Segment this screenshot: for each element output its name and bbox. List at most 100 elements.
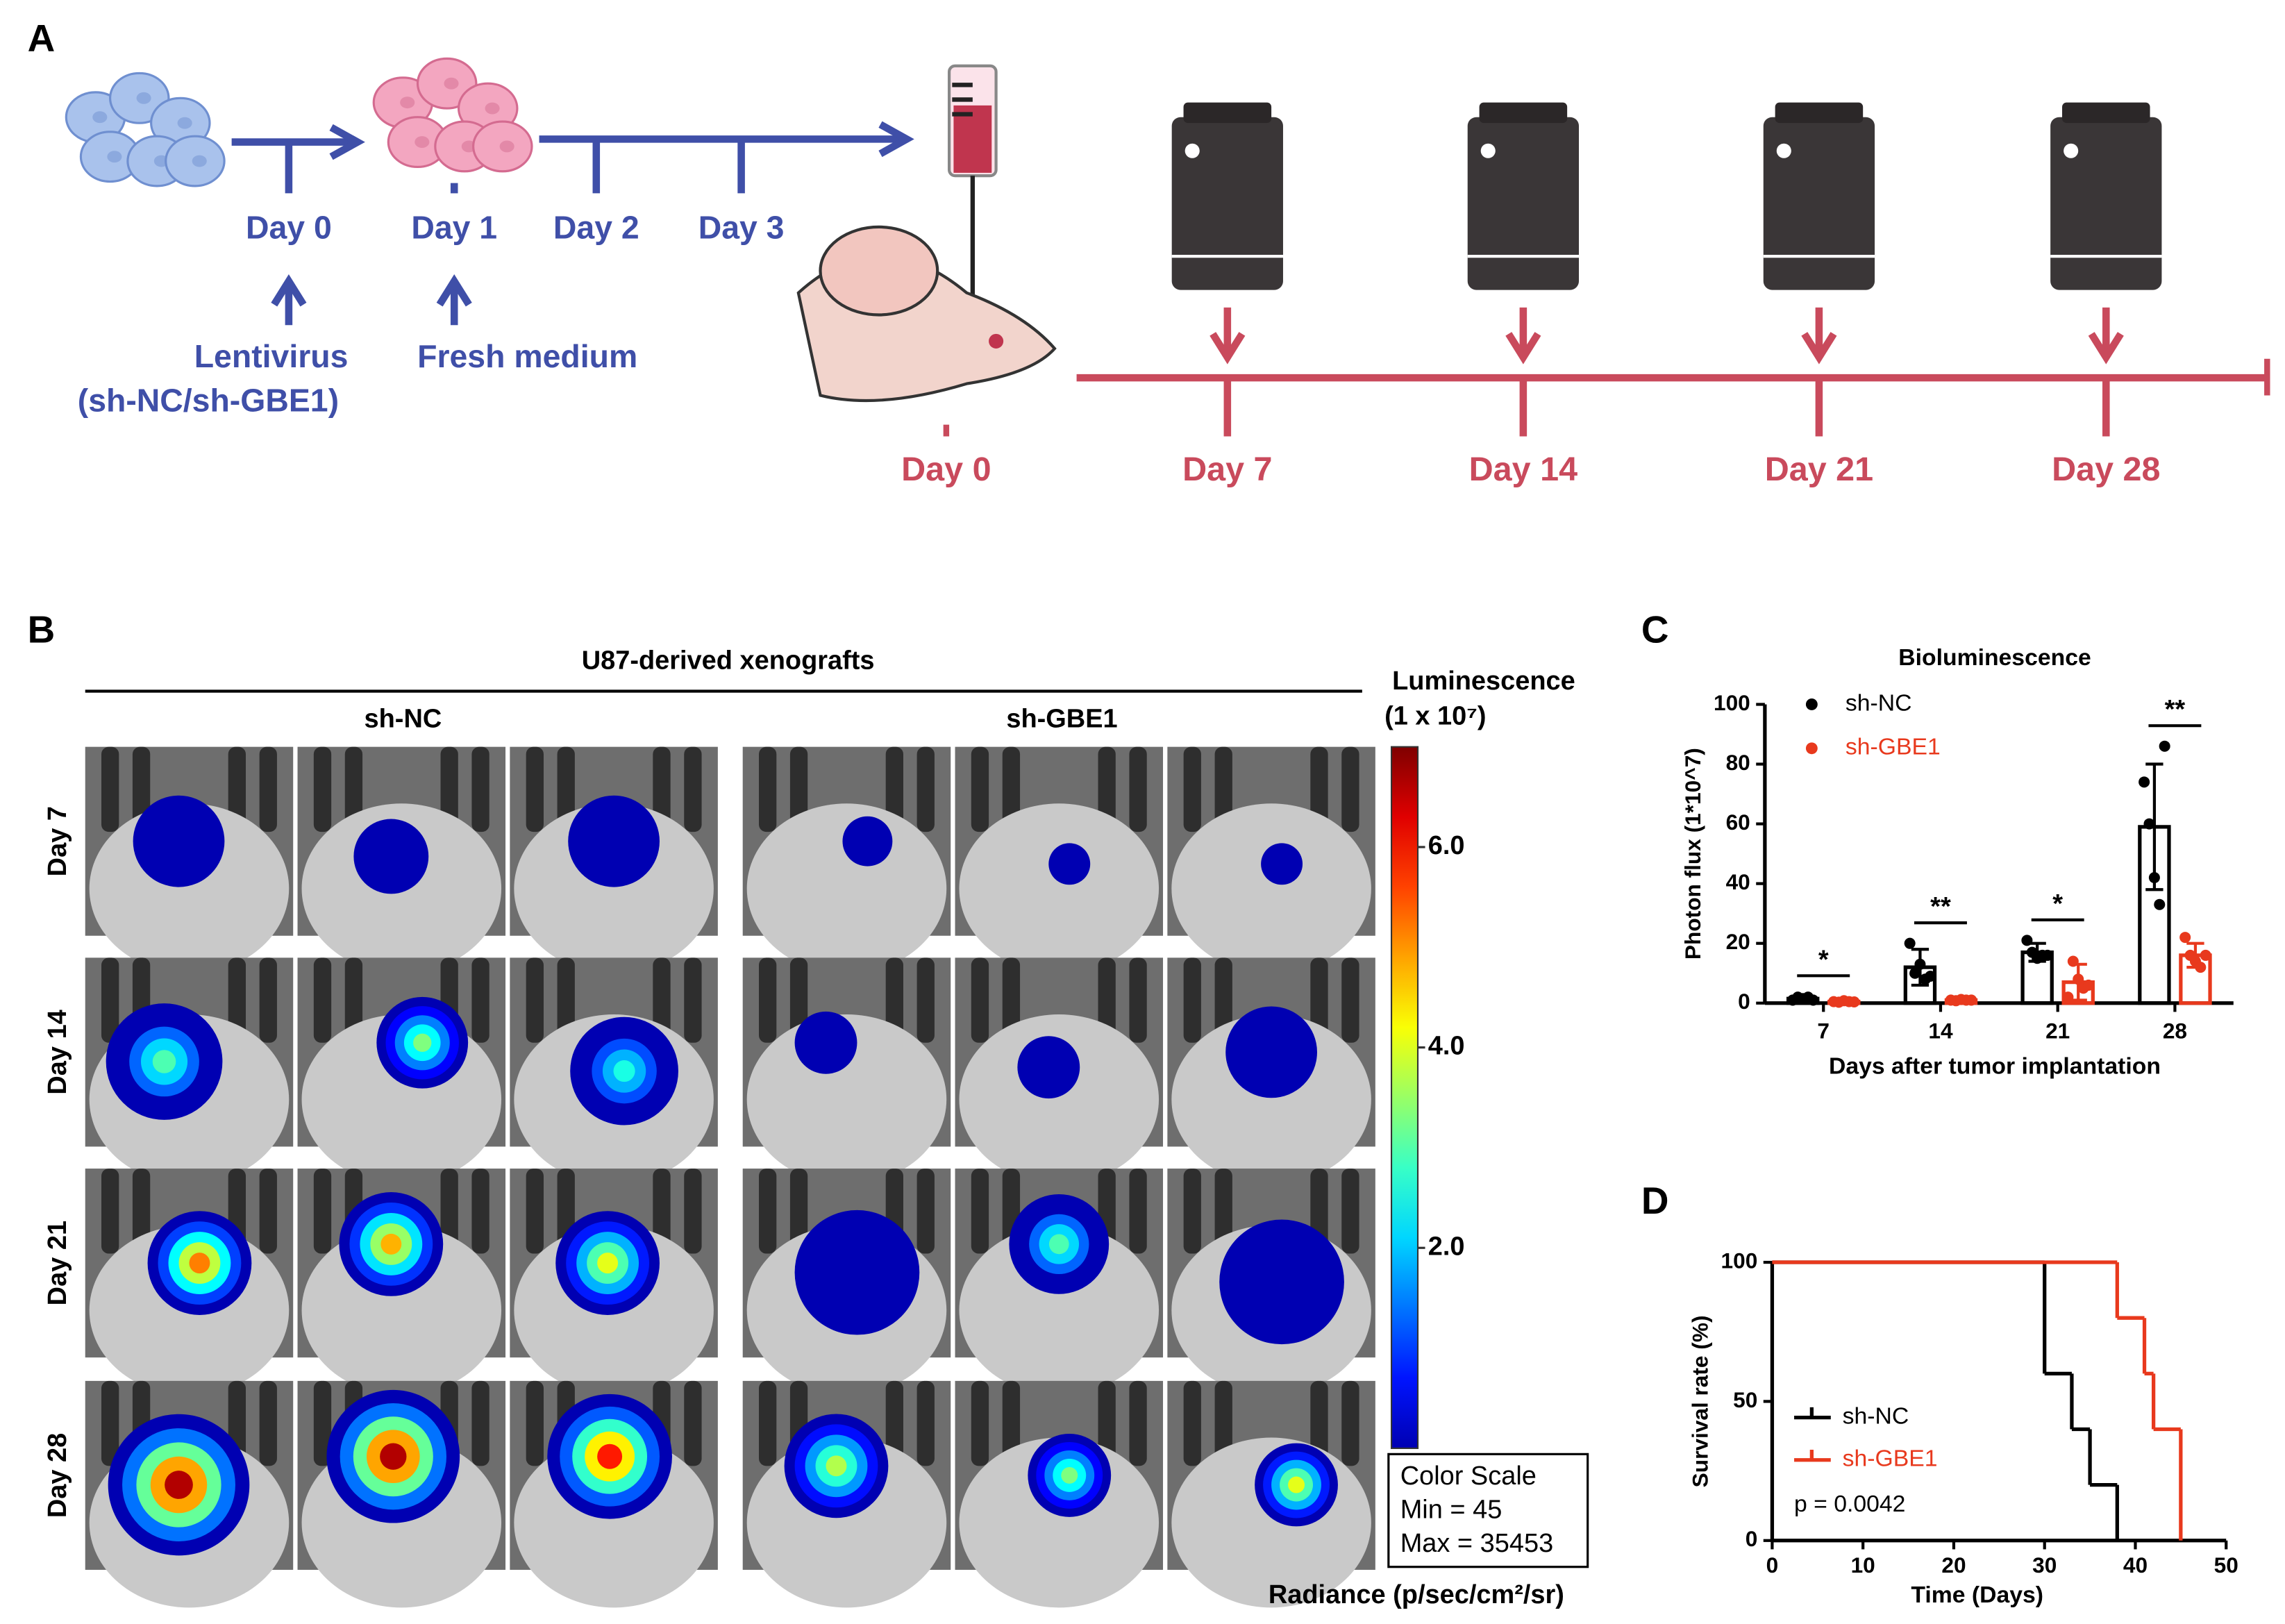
cage-bar [971,746,989,832]
data-point [2082,979,2094,991]
cage-bar [471,746,489,832]
x-axis-label: Time (Days) [1911,1582,2043,1608]
day-label: Day 21 [1765,451,1873,488]
imager [1171,117,1283,290]
cage-bar [885,957,903,1043]
signal [165,1471,193,1499]
cage-bar [228,746,246,832]
panel-label: D [1641,1179,1669,1222]
signal [1048,1234,1069,1255]
cage-bar [1183,957,1201,1043]
cage-bar [1129,746,1147,832]
cage-bar [259,1380,277,1466]
mouse-body [746,1014,947,1184]
cage-bar [684,1380,702,1466]
mouse-body [746,803,947,974]
y-tick-label: 60 [1726,810,1750,835]
cage-bar [1214,957,1232,1043]
signal [1261,843,1303,885]
data-point [2179,932,2191,944]
cage-bar [471,957,489,1043]
cage-bar [471,1169,489,1254]
cage-bar [1098,957,1116,1043]
arrow-head [878,121,914,158]
cage-bar [1129,957,1147,1043]
cage-bar [789,1169,808,1254]
cage-bar [684,746,702,832]
cage-bar [1098,746,1116,832]
data-point [1966,994,1977,1006]
imager-logo [1776,143,1791,158]
cage-bar [526,1169,544,1254]
y-tick-label: 20 [1726,929,1750,954]
color-scale-text: Max = 35453 [1400,1529,1554,1558]
signal [413,1033,432,1052]
cage-bar [1341,746,1359,832]
cage-bar [1341,957,1359,1043]
arrow-head [1505,332,1541,365]
cage-bar [971,957,989,1043]
cage-bar [758,1380,777,1466]
mouse-body [1171,803,1371,974]
data-point [1848,996,1860,1008]
panel-title: U87-derived xenografts [582,646,875,675]
arrow-head [1801,332,1837,365]
arrow-head [436,274,472,307]
nucleus [92,111,108,124]
cage-bar [313,1169,332,1254]
row-label: Day 28 [43,1433,72,1518]
signal [597,1443,623,1469]
cage-bar [526,957,544,1043]
data-point [2041,949,2053,961]
cage-bar [101,1169,119,1254]
color-scale-text: Min = 45 [1400,1496,1503,1525]
x-tick-label: 0 [1766,1552,1779,1577]
legend-label: sh-GBE1 [1845,734,1941,760]
annotation: Lentivirus [194,338,349,374]
cage-bar [916,1169,935,1254]
cage-bar [101,1380,119,1466]
cage-bar [653,957,671,1043]
signal [1048,843,1091,885]
cage-bar [1129,1380,1147,1466]
data-point [2143,818,2155,830]
nucleus [107,151,122,163]
mouse-body [959,1225,1160,1396]
cage-bar [1214,1380,1232,1466]
cage-bar [259,746,277,832]
signal [133,795,225,887]
data-point [1904,937,1916,949]
cage-bar [1002,957,1021,1043]
mouse-eye [989,333,1004,349]
cage-bar [1183,1169,1201,1254]
imager [1763,117,1875,290]
signal [794,1209,920,1335]
signal [568,795,660,887]
data-point [2195,962,2207,973]
cage-bar [758,1169,777,1254]
y-tick-label: 0 [1738,989,1750,1014]
chart-title: Bioluminescence [1898,644,2091,671]
y-tick-label: 0 [1746,1526,1758,1551]
cage-bar [971,1169,989,1254]
signal [380,1443,407,1470]
cage-bar [916,746,935,832]
y-axis-label: Survival rate (%) [1688,1316,1713,1488]
imager [1467,117,1580,290]
error-bar [2145,762,2163,891]
cage-bar [313,957,332,1043]
mouse-body [514,803,714,974]
signal [613,1060,635,1082]
cage-bar [916,1380,935,1466]
cage-bar [885,1380,903,1466]
x-tick-label: 40 [2123,1552,2148,1577]
imager-logo [2064,143,2079,158]
p-value: p = 0.0042 [1794,1491,1905,1517]
mouse-body [1171,1014,1371,1184]
cage-bar [1310,746,1328,832]
cage-bar [684,1169,702,1254]
x-tick-label: 50 [2214,1552,2238,1577]
cage-bar [259,1169,277,1254]
x-axis-label: Days after tumor implantation [1829,1053,2161,1079]
